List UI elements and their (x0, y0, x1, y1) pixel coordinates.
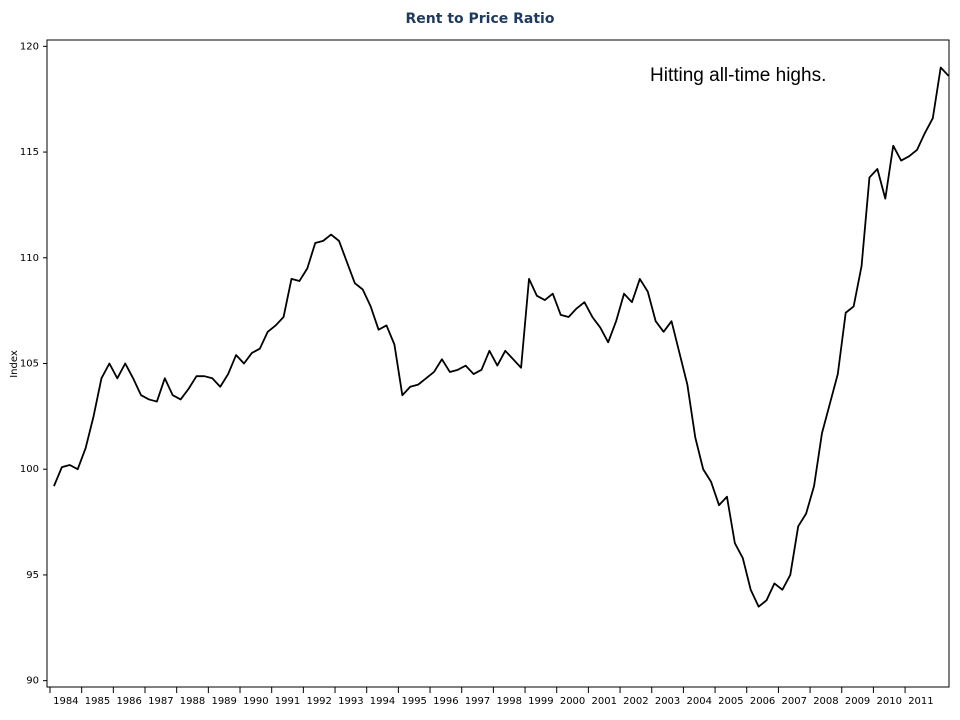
x-tick-label: 1999 (528, 696, 553, 707)
x-tick-label: 1995 (401, 696, 426, 707)
x-tick-label: 2008 (813, 696, 838, 707)
x-tick-label: 2002 (623, 696, 648, 707)
y-tick-label: 105 (20, 359, 39, 370)
data-line (53, 66, 950, 608)
y-tick-label: 100 (20, 464, 39, 475)
x-tick-label: 1987 (148, 696, 173, 707)
x-tick-label: 1991 (275, 696, 300, 707)
x-tick-label: 1984 (53, 696, 78, 707)
x-tick-label: 1993 (338, 696, 363, 707)
y-tick-label: 95 (26, 570, 39, 581)
y-axis-label: Index (9, 350, 20, 378)
x-tick-label: 2010 (877, 696, 902, 707)
x-tick-label: 2004 (687, 696, 712, 707)
y-tick-label: 120 (20, 41, 39, 52)
chart-title: Rent to Price Ratio (406, 11, 555, 27)
x-tick-label: 1985 (85, 696, 110, 707)
x-tick-label: 2011 (908, 696, 933, 707)
x-tick-label: 1996 (433, 696, 458, 707)
x-tick-label: 1994 (370, 696, 395, 707)
y-tick-label: 115 (20, 147, 39, 158)
x-tick-label: 1990 (243, 696, 268, 707)
x-tick-label: 1992 (306, 696, 331, 707)
x-tick-label: 2001 (591, 696, 616, 707)
x-tick-label: 1997 (465, 696, 490, 707)
x-tick-label: 2000 (560, 696, 585, 707)
x-tick-label: 2007 (782, 696, 807, 707)
x-tick-label: 2009 (845, 696, 870, 707)
x-tick-label: 1998 (496, 696, 521, 707)
x-tick-label: 1988 (180, 696, 205, 707)
x-tick-label: 2005 (718, 696, 743, 707)
x-tick-label: 1989 (211, 696, 236, 707)
y-tick-label: 110 (20, 253, 39, 264)
annotation: Hitting all-time highs. (650, 65, 826, 86)
x-tick-label: 2003 (655, 696, 680, 707)
x-tick-label: 2006 (750, 696, 775, 707)
y-tick-label: 90 (26, 676, 39, 687)
x-tick-label: 1986 (116, 696, 141, 707)
